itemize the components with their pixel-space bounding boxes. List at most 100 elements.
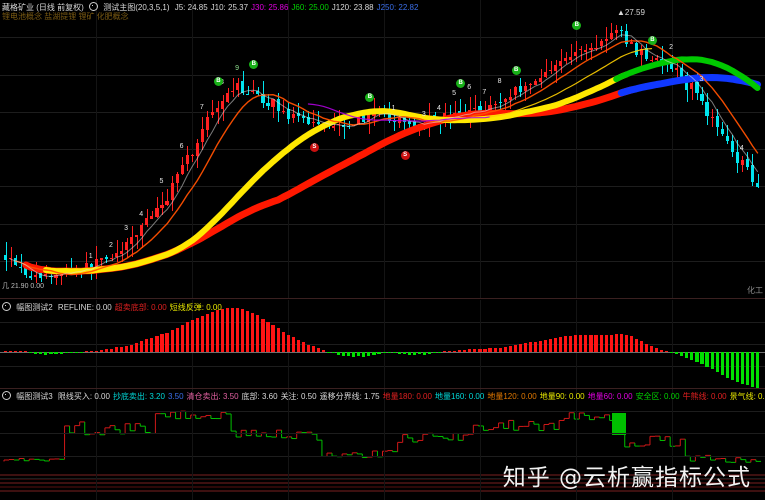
candle-body (392, 120, 396, 123)
candle-body (306, 116, 310, 125)
candle-body (337, 124, 341, 126)
candle-body (54, 275, 58, 278)
gridline-h (0, 366, 765, 367)
histogram-bar (125, 346, 129, 352)
histogram-bar (427, 352, 432, 354)
signal-marker[interactable]: B (511, 65, 521, 75)
candle-body (367, 115, 371, 123)
candle-body (453, 112, 457, 117)
histogram-bar (109, 348, 114, 352)
gridline-v (384, 389, 385, 500)
signal-marker[interactable]: B (572, 20, 582, 30)
candle-wick (46, 265, 47, 280)
ma-value-3: J60: 25.00 (291, 3, 329, 12)
gridline-v (672, 389, 673, 500)
histogram-bar (705, 352, 709, 368)
candle-body (377, 110, 381, 113)
histogram-bar (397, 352, 401, 354)
histogram-bar (236, 308, 240, 352)
candle-body (170, 183, 174, 201)
signal-marker[interactable]: B (249, 59, 259, 69)
signal-marker[interactable]: S (309, 142, 319, 152)
ind-value-12: 安全区: 0.00 (635, 392, 680, 401)
settings-icon[interactable] (89, 2, 99, 11)
candle-wick (334, 113, 335, 131)
candle-body (518, 86, 522, 92)
candle-number-label: 8 (497, 78, 502, 86)
candle-body (740, 159, 744, 165)
histogram-bar (619, 333, 623, 352)
candle-number-label: 4 (437, 105, 441, 113)
candle-body (468, 110, 472, 117)
signal-marker[interactable]: B (213, 76, 223, 86)
candle-body (130, 237, 134, 244)
candle-body (609, 32, 613, 40)
gridline-v (192, 389, 193, 500)
indicator-name[interactable]: 测试主图(20,3,5,1) (103, 3, 170, 12)
histogram-bar (715, 352, 719, 373)
candle-body (488, 105, 492, 113)
histogram-bar (54, 352, 58, 355)
candle-wick (758, 174, 759, 188)
histogram-bar (690, 352, 694, 360)
candle-body (372, 110, 376, 116)
indicator3-name[interactable]: 幅图测试3 (16, 392, 53, 401)
candle-body (402, 116, 406, 122)
candle-body (34, 274, 38, 278)
candle-body (39, 272, 43, 279)
candle-body (493, 103, 497, 106)
settings-icon[interactable] (2, 302, 11, 311)
histogram-bar (453, 350, 457, 352)
candle-number-label: 3 (421, 111, 426, 119)
histogram-bar (680, 352, 684, 356)
oscillator-name[interactable]: 幅图测试2 (16, 303, 53, 312)
candle-body (301, 116, 305, 118)
histogram-bar (155, 335, 159, 352)
histogram-bar (271, 324, 275, 352)
histogram-bar (372, 352, 376, 355)
candle-body (64, 269, 68, 272)
candle-body (347, 125, 351, 128)
histogram-bar (357, 352, 361, 357)
histogram-bar (473, 348, 477, 352)
candle-body (604, 39, 608, 42)
sector-label: 化工 (747, 286, 763, 295)
histogram-bar (498, 347, 502, 352)
gridline-v (96, 300, 97, 388)
histogram-bar (624, 334, 628, 352)
signal-marker[interactable]: B (647, 35, 657, 45)
ma-value-5: J250: 22.82 (376, 3, 419, 12)
oscillator-panel[interactable]: 幅图测试2 REFLINE: 0.00 超卖底部: 0.00 短线反弹: 0.00 (0, 300, 765, 388)
main-chart-panel[interactable]: 藏格矿业 (日线 前复权) 测试主图(20,3,5,1) J5: 24.85 J1… (0, 0, 765, 298)
signal-marker[interactable]: B (365, 93, 375, 103)
gridline-h (0, 344, 765, 345)
symbol-name[interactable]: 藏格矿业 (日线 前复权) (2, 3, 84, 12)
settings-icon[interactable] (2, 391, 11, 400)
histogram-bar (448, 351, 452, 352)
candle-number-label: 6 (467, 84, 472, 92)
histogram-bar (579, 334, 583, 352)
ind-value-3: 清仓卖出: 3.50 (186, 392, 239, 401)
candle-body (44, 274, 48, 276)
histogram-bar (599, 335, 603, 352)
ind-value-13: 牛熊线: 0.00 (682, 392, 727, 401)
candle-body (569, 56, 573, 61)
candle-body (655, 57, 659, 61)
signal-marker[interactable]: S (400, 150, 410, 160)
histogram-bar (79, 352, 83, 353)
candle-body (478, 106, 482, 112)
gridline-h (0, 478, 765, 479)
indicator-panel[interactable]: 幅图测试3 限线买入: 0.00 抄底卖出: 3.20 3.50 清仓卖出: 3.50… (0, 389, 765, 500)
histogram-bar (332, 352, 336, 354)
candle-body (256, 90, 260, 94)
candle-wick (233, 78, 234, 97)
histogram-bar (29, 352, 33, 353)
histogram-bar (367, 352, 371, 356)
concept-tags[interactable]: 锂电池概念 盐湖提锂 锂矿 化肥概念 (2, 12, 129, 21)
candle-wick (36, 261, 37, 284)
histogram-bar (326, 352, 331, 353)
candle-body (69, 268, 73, 275)
candle-wick (404, 110, 405, 135)
candle-body (29, 275, 33, 279)
signal-marker[interactable]: B (456, 78, 466, 88)
